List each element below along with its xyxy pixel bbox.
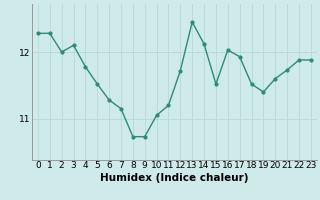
X-axis label: Humidex (Indice chaleur): Humidex (Indice chaleur) (100, 173, 249, 183)
